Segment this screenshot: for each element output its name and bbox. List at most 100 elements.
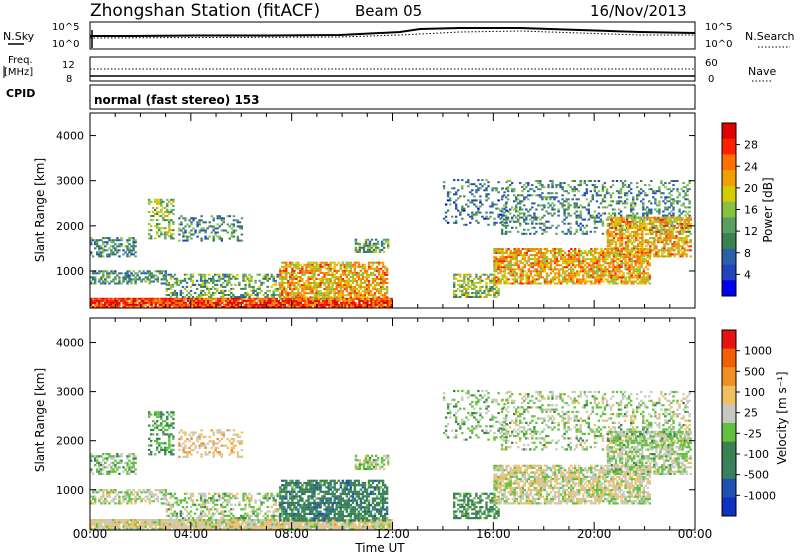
echo-cell — [327, 273, 330, 276]
echo-cell — [225, 301, 228, 304]
echo-cell — [655, 239, 658, 242]
echo-cell — [651, 224, 654, 227]
echo-cell — [327, 271, 330, 274]
echo-cell — [684, 198, 687, 201]
echo-cell — [218, 237, 221, 240]
echo-cell — [264, 296, 267, 298]
echo-cell — [287, 282, 290, 284]
echo-cell — [640, 200, 643, 203]
echo-cell — [240, 296, 243, 298]
echo-cell — [228, 237, 231, 240]
echo-cell — [250, 294, 253, 296]
echo-cell — [156, 225, 159, 228]
echo-cell — [634, 260, 637, 263]
echo-cell — [134, 278, 137, 281]
echo-cell — [382, 306, 385, 308]
echo-cell — [453, 292, 456, 294]
echo-cell — [517, 276, 520, 279]
echo-cell — [315, 265, 318, 268]
echo-cell — [493, 287, 496, 290]
echo-cell — [519, 194, 522, 197]
echo-cell — [604, 270, 607, 273]
echo-cell — [122, 280, 125, 283]
echo-cell — [249, 301, 252, 304]
echo-cell — [120, 299, 123, 302]
echo-cell — [609, 204, 613, 207]
echo-cell — [265, 301, 268, 304]
echo-cell — [291, 297, 295, 300]
echo-cell — [682, 204, 685, 207]
echo-cell — [685, 241, 688, 244]
echo-cell — [291, 284, 294, 287]
echo-cell — [517, 254, 520, 257]
echo-cell — [289, 303, 293, 306]
echo-cell — [461, 289, 464, 292]
echo-cell — [309, 286, 312, 289]
echo-cell — [248, 296, 251, 298]
echo-cell — [309, 306, 313, 308]
echo-cell — [645, 216, 648, 219]
echo-cell — [582, 258, 585, 261]
echo-cell — [649, 247, 652, 250]
echo-cell — [638, 262, 641, 265]
echo-cell — [495, 250, 498, 252]
echo-cell — [475, 275, 478, 278]
echo-cell — [572, 264, 575, 267]
echo-cell — [513, 276, 516, 279]
echo-cell — [92, 276, 95, 279]
echo-cell — [307, 280, 310, 282]
echo-cell — [281, 271, 284, 274]
echo-cell — [289, 288, 292, 291]
echo-cell — [643, 255, 646, 258]
echo-cell — [469, 285, 472, 288]
echo-cell — [383, 292, 387, 295]
echo-cell — [453, 275, 456, 278]
echo-cell — [572, 250, 575, 252]
echo-cell — [293, 288, 296, 291]
echo-cell — [150, 237, 153, 240]
echo-cell — [673, 224, 676, 227]
echo-cell — [614, 247, 618, 250]
echo-cell — [610, 243, 614, 246]
echo-cell — [169, 283, 173, 286]
echo-cell — [303, 296, 306, 299]
echo-cell — [667, 229, 670, 231]
echo-cell — [551, 250, 555, 252]
echo-cell — [277, 301, 280, 304]
echo-cell — [610, 218, 614, 221]
echo-cell — [162, 306, 165, 308]
echo-cell — [156, 306, 159, 308]
echo-cell — [624, 268, 627, 271]
echo-cell — [618, 268, 621, 271]
echo-cell — [244, 296, 247, 298]
echo-cell — [281, 290, 284, 293]
nave-label: Nave — [748, 65, 776, 78]
echo-cell — [592, 264, 595, 267]
echo-cell — [222, 275, 225, 278]
echo-cell — [269, 306, 272, 308]
echo-cell — [134, 251, 137, 254]
echo-cell — [253, 297, 256, 300]
echo-cell — [635, 216, 638, 219]
echo-cell — [491, 273, 494, 276]
echo-cell — [569, 230, 572, 233]
echo-cell — [140, 299, 143, 302]
echo-cell — [372, 244, 376, 247]
echo-cell — [158, 303, 161, 306]
echo-cell — [162, 276, 165, 279]
echo-cell — [283, 267, 286, 270]
echo-cell — [671, 222, 674, 225]
echo-cell — [689, 233, 692, 236]
echo-cell — [606, 270, 609, 273]
echo-cell — [679, 233, 682, 236]
echo-cell — [184, 306, 188, 308]
echo-cell — [170, 202, 173, 205]
echo-cell — [632, 266, 635, 269]
echo-cell — [495, 270, 498, 273]
echo-cell — [539, 270, 543, 273]
echo-cell — [187, 277, 191, 280]
echo-cell — [126, 255, 129, 258]
echo-cell — [102, 299, 105, 302]
echo-cell — [630, 272, 633, 275]
echo-cell — [596, 260, 599, 263]
